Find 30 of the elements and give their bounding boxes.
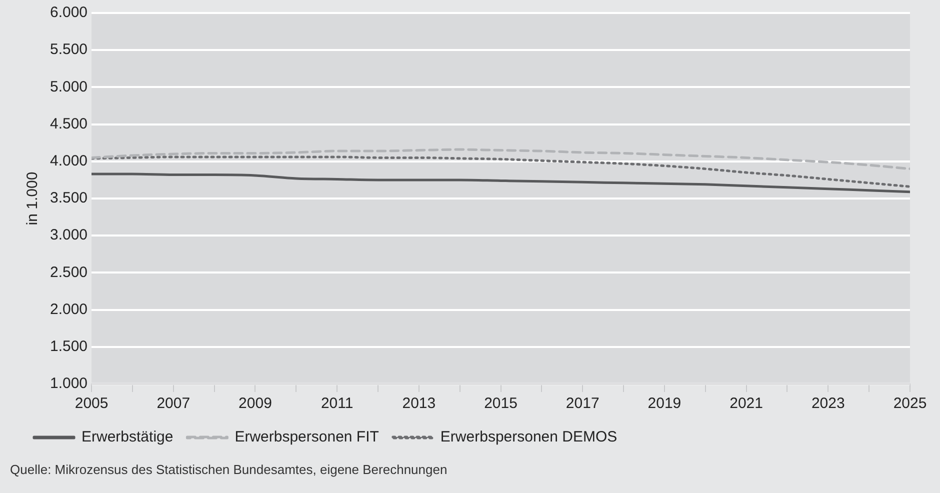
line-series: [92, 156, 910, 188]
x-tick-label: 2007: [156, 395, 190, 412]
line-series: [92, 172, 910, 194]
x-tick-label: 2023: [811, 395, 845, 412]
y-tick-label: 3.500: [50, 190, 88, 207]
y-tick-label: 1.000: [50, 375, 88, 392]
y-tick-label: 2.000: [50, 300, 88, 318]
y-tick-label: 3.000: [50, 226, 88, 244]
y-axis-title: in 1.000: [24, 172, 42, 226]
y-tick-label: 5.000: [50, 78, 88, 96]
source-note: Quelle: Mikrozensus des Statistischen Bundesamtes, eigene Berechnungen: [10, 462, 448, 477]
legend-label: Erwerbspersonen DEMOS: [440, 428, 618, 446]
x-tick-label: 2009: [238, 395, 272, 412]
y-tick-label: 1.500: [50, 338, 88, 356]
x-tick-label: 2017: [566, 395, 600, 412]
x-tick-label: 2013: [402, 395, 436, 412]
line-series: [92, 148, 910, 170]
legend-label: Erwerbstätige: [82, 428, 174, 446]
y-tick-label: 4.500: [50, 115, 88, 132]
x-tick-label: 2021: [730, 395, 763, 412]
x-tick-label: 2019: [648, 395, 682, 412]
x-tick-label: 2005: [74, 395, 108, 412]
y-tick-label: 2.500: [50, 264, 88, 281]
x-tick-label: 2025: [893, 395, 927, 412]
y-tick-label: 4.000: [50, 152, 88, 170]
y-tick-label: 6.000: [50, 4, 88, 22]
x-tick-label: 2011: [320, 395, 354, 412]
legend-label: Erwerbspersonen FIT: [234, 428, 379, 446]
x-tick-label: 2015: [484, 395, 518, 412]
y-tick-label: 5.500: [50, 41, 88, 58]
